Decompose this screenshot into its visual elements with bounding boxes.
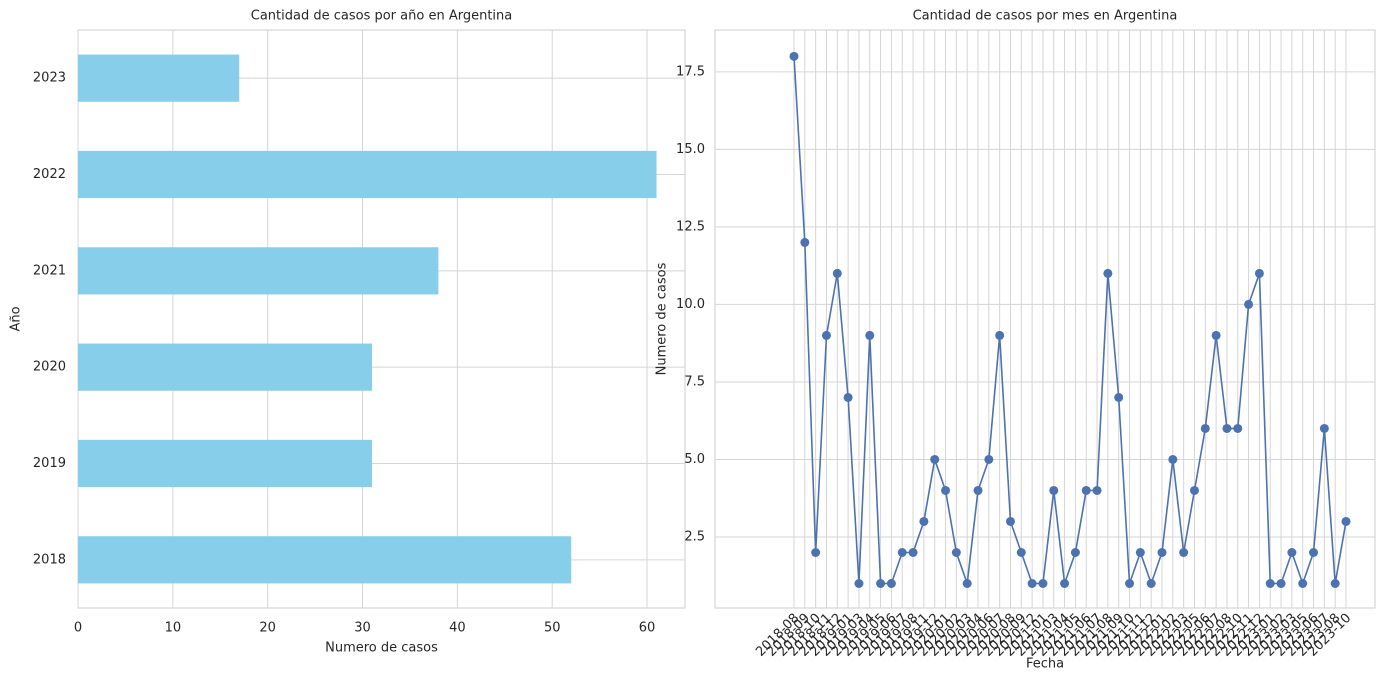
- y-axis-label: Numero de casos: [655, 262, 670, 375]
- x-tick-label: 50: [544, 621, 561, 636]
- point: [1070, 547, 1080, 557]
- point: [1092, 485, 1102, 495]
- point: [1146, 579, 1156, 589]
- bar: [78, 536, 572, 584]
- point: [1049, 485, 1059, 495]
- bar: [78, 439, 373, 488]
- point: [951, 547, 961, 557]
- chart-title: Cantidad de casos por mes en Argentina: [913, 9, 1178, 24]
- point: [1341, 516, 1351, 526]
- point: [973, 485, 983, 495]
- line: [793, 56, 1347, 586]
- point: [1244, 299, 1254, 309]
- point: [962, 579, 972, 589]
- y-axis-label: Año: [9, 306, 24, 331]
- point: [1168, 454, 1178, 464]
- bar: [78, 247, 439, 295]
- point: [1233, 423, 1243, 433]
- point: [1081, 485, 1091, 495]
- point: [1319, 423, 1329, 433]
- point: [1016, 547, 1026, 557]
- point: [843, 392, 853, 402]
- bar: [78, 343, 373, 391]
- point: [1157, 547, 1167, 557]
- point: [984, 454, 994, 464]
- bar: [78, 150, 657, 199]
- point: [876, 579, 886, 589]
- x-tick-label: 0: [74, 621, 82, 636]
- point: [1211, 330, 1221, 340]
- point: [821, 330, 831, 340]
- y-tick-label: 17.5: [676, 64, 705, 79]
- point: [1114, 392, 1124, 402]
- point: [930, 454, 940, 464]
- y-tick-label: 2.5: [684, 529, 705, 544]
- y-tick-label: 2023: [33, 71, 66, 86]
- point: [897, 547, 907, 557]
- point: [1038, 579, 1048, 589]
- point: [1179, 547, 1189, 557]
- y-tick-label: 2018: [33, 552, 66, 567]
- point: [1060, 579, 1070, 589]
- y-tick-label: 2020: [33, 360, 66, 375]
- point: [1005, 516, 1015, 526]
- point: [1265, 579, 1275, 589]
- point: [1330, 579, 1340, 589]
- point: [1103, 268, 1113, 278]
- point: [811, 547, 821, 557]
- point: [832, 268, 842, 278]
- point: [1254, 268, 1264, 278]
- point: [919, 516, 929, 526]
- point: [789, 51, 799, 61]
- point: [886, 579, 896, 589]
- y-tick-label: 2021: [33, 263, 66, 278]
- point: [941, 485, 951, 495]
- point: [1125, 579, 1135, 589]
- point: [1309, 547, 1319, 557]
- y-tick-label: 2022: [33, 167, 66, 182]
- plot-area: [77, 29, 686, 609]
- point: [865, 330, 875, 340]
- chart-title: Cantidad de casos por año en Argentina: [251, 9, 512, 24]
- y-tick-label: 2019: [33, 456, 66, 471]
- point: [800, 237, 810, 247]
- plot-area: [714, 29, 1376, 609]
- point: [1222, 423, 1232, 433]
- bar: [78, 54, 240, 102]
- x-axis-label: Fecha: [1026, 657, 1064, 672]
- point: [1276, 579, 1286, 589]
- point: [1027, 579, 1037, 589]
- point: [908, 547, 918, 557]
- point: [1298, 579, 1308, 589]
- point: [854, 579, 864, 589]
- x-tick-label: 30: [354, 621, 371, 636]
- point: [1287, 547, 1297, 557]
- point: [1189, 485, 1199, 495]
- y-tick-label: 5.0: [684, 452, 705, 467]
- y-tick-label: 15.0: [676, 142, 705, 157]
- y-tick-label: 12.5: [676, 219, 705, 234]
- x-tick-label: 40: [449, 621, 466, 636]
- x-tick-label: 60: [639, 621, 656, 636]
- x-axis-label: Numero de casos: [325, 641, 438, 656]
- x-tick-label: 20: [259, 621, 276, 636]
- point: [1200, 423, 1210, 433]
- x-tick-label: 10: [165, 621, 182, 636]
- y-tick-label: 10.0: [676, 297, 705, 312]
- point: [1135, 547, 1145, 557]
- y-tick-label: 7.5: [684, 374, 705, 389]
- point: [995, 330, 1005, 340]
